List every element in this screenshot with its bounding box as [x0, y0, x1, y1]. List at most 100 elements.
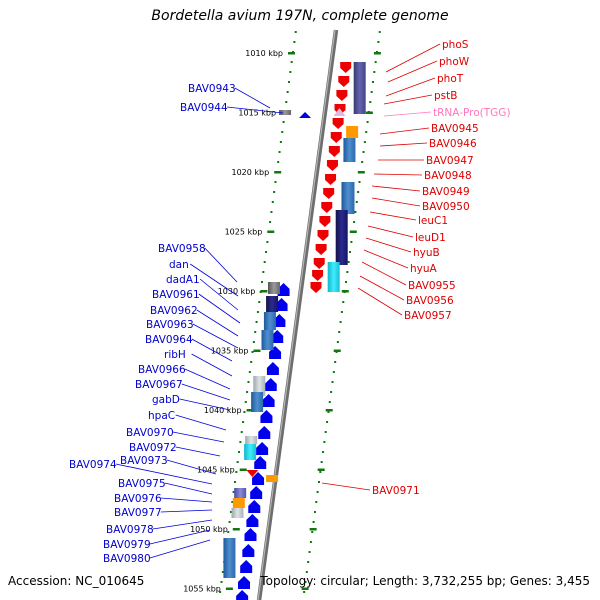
- label-connector: [383, 94, 433, 105]
- kbp-tick-dash: [349, 230, 357, 233]
- kbp-tick-dash: [325, 409, 333, 412]
- gene-label-left: BAV0944: [180, 102, 228, 114]
- gene-arrow-reverse: [321, 202, 333, 213]
- gene-label-left: BAV0977: [114, 507, 162, 519]
- track-dot: [260, 281, 263, 283]
- gene-arrow-reverse: [340, 62, 352, 73]
- track-dot: [231, 501, 234, 503]
- track-dot: [362, 151, 365, 153]
- label-connector: [226, 106, 284, 114]
- gene-arrow-reverse: [326, 160, 338, 171]
- gene-arrow-forward: [258, 426, 271, 439]
- gene-arrow-forward: [238, 576, 251, 589]
- label-connector: [166, 459, 217, 475]
- label-connector: [191, 353, 233, 377]
- kbp-tick-dash: [317, 468, 325, 471]
- track-dot: [265, 251, 268, 253]
- track-dot: [293, 41, 296, 43]
- track-dot: [373, 71, 376, 73]
- track-dot: [327, 411, 330, 413]
- gene-arrow-forward: [252, 472, 265, 485]
- label-connector: [189, 263, 239, 297]
- gene-arrow-forward: [242, 544, 255, 557]
- track-dot: [279, 141, 282, 143]
- gene-arrow-reverse: [310, 282, 322, 293]
- track-dot: [294, 31, 297, 33]
- gene-features: [223, 62, 366, 600]
- track-dot: [320, 461, 323, 463]
- gene-arrow-reverse: [323, 188, 335, 199]
- gene-arrow-forward: [264, 378, 277, 391]
- track-dot: [315, 501, 318, 503]
- kbp-tick-dash: [301, 587, 309, 590]
- label-connector: [357, 287, 403, 316]
- gene-label-right: hyuB: [413, 247, 440, 259]
- track-dot: [247, 381, 250, 383]
- gene-arrow-forward: [299, 112, 312, 118]
- gene-label-right: BAV0945: [431, 123, 479, 135]
- topology-text: Topology: circular; Length: 3,732,255 bp…: [260, 574, 590, 588]
- gene-arrow-reverse: [319, 216, 331, 227]
- gene-label-right: BAV0947: [426, 155, 474, 167]
- track-dot: [248, 371, 251, 373]
- label-connector: [152, 519, 213, 530]
- gene-label-right: pstB: [434, 90, 457, 102]
- gene-block-BAV0979: [223, 538, 236, 578]
- label-connector: [385, 43, 441, 73]
- track-dot: [324, 431, 327, 433]
- kbp-tick-label: 1010 kbp: [245, 49, 283, 58]
- kbp-tick-dash: [288, 52, 295, 55]
- label-connector: [172, 431, 225, 443]
- gene-label-left: ribH: [164, 349, 186, 361]
- track-dot: [271, 201, 274, 203]
- gene-label-right: phoT: [437, 73, 464, 85]
- gene-arrow-forward: [246, 514, 259, 527]
- label-connector: [387, 60, 438, 83]
- label-connector: [371, 185, 421, 192]
- gene-labels: BAV0943 BAV0944 BAV0958 dan dadA1 BAV0961 BAV0…: [69, 39, 511, 565]
- label-connector: [379, 142, 428, 147]
- gene-label-right: BAV0971: [372, 485, 420, 497]
- gene-arrow-forward: [275, 298, 288, 311]
- gene-block-gabD: [251, 392, 264, 412]
- label-connector: [181, 383, 231, 401]
- track-dot: [319, 471, 322, 473]
- track-dot: [285, 101, 288, 103]
- track-dot: [270, 211, 273, 213]
- track-dot: [332, 371, 335, 373]
- gene-label-left: dan: [169, 259, 189, 271]
- kbp-tick-label: 1015 kbp: [238, 109, 276, 118]
- gene-block-BAV0955: [327, 262, 340, 292]
- track-dot: [255, 321, 258, 323]
- label-connector: [379, 127, 430, 135]
- track-dot: [370, 91, 373, 93]
- gene-block-leu: [341, 182, 355, 214]
- gene-arrow-reverse: [332, 118, 344, 129]
- gene-arrow-forward: [254, 456, 267, 469]
- track-dot: [262, 271, 265, 273]
- gene-label-left: BAV0976: [114, 493, 162, 505]
- label-connector: [369, 211, 417, 221]
- gene-arrow-forward: [244, 528, 257, 541]
- gene-block-BAV0971: [266, 475, 279, 482]
- track-dot: [308, 551, 311, 553]
- gene-label-right: BAV0948: [424, 170, 472, 182]
- track-dot: [233, 481, 236, 483]
- gene-arrow-forward: [250, 486, 263, 499]
- track-dot: [258, 301, 261, 303]
- gene-label-left: dadA1: [166, 274, 200, 286]
- kbp-tick-dash: [253, 349, 261, 352]
- track-dot: [252, 341, 255, 343]
- kbp-tick-dash: [239, 468, 247, 471]
- label-connector: [234, 87, 271, 109]
- kbp-tick-dash: [274, 171, 282, 174]
- track-dot: [378, 31, 381, 33]
- track-dot: [273, 191, 276, 193]
- track-dot: [250, 361, 253, 363]
- trna-label: tRNA-Pro(TGG): [433, 107, 511, 119]
- label-connectors: [115, 43, 441, 559]
- gene-label-left: BAV0943: [188, 83, 236, 95]
- label-connector: [149, 539, 211, 559]
- gene-label-right: leuD1: [415, 232, 446, 244]
- kbp-tick-label: 1035 kbp: [211, 347, 249, 356]
